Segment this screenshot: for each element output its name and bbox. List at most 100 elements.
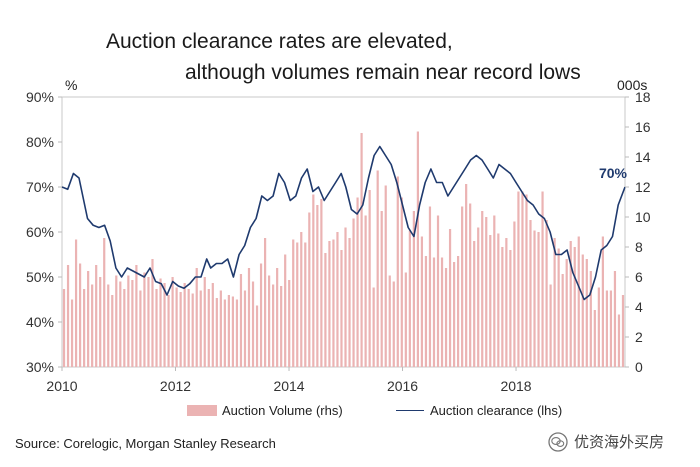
volume-bar [219,290,222,367]
volume-bar [231,296,235,367]
volume-bar [545,220,548,367]
volume-bar [87,271,90,367]
volume-bar [107,284,110,367]
volume-bar [352,218,355,367]
volume-bar [565,259,568,367]
volume-bar [549,284,552,367]
legend-item-volume: Auction Volume (rhs) [187,403,343,418]
volume-bar [215,298,218,367]
volume-bar [143,272,146,367]
watermark: 优资海外买房 [548,431,664,452]
volume-bar [187,289,190,367]
left-axis-unit: % [65,77,78,93]
right-tick-label: 18 [635,89,651,105]
volume-bar [195,268,198,367]
volume-bar [497,233,500,367]
volume-bar [617,314,621,367]
volume-bar [66,265,70,367]
volume-bar [227,295,230,367]
right-tick-label: 12 [635,179,651,195]
volume-bar [368,190,371,367]
volume-bar [139,290,142,367]
volume-bar [541,191,544,367]
clearance-line [61,145,626,301]
source-note: Source: Corelogic, Morgan Stanley Resear… [15,436,276,451]
volume-bar [533,230,536,367]
volume-bar [469,203,472,367]
volume-bar [400,197,403,367]
volume-bar [505,238,508,367]
x-tick-label: 2014 [273,378,304,394]
annotation-label: 70% [599,165,628,181]
right-tick-label: 4 [635,299,643,315]
wechat-icon [548,431,568,452]
left-tick-label: 60% [26,224,54,240]
volume-bars [62,131,625,367]
left-tick-label: 40% [26,314,54,330]
volume-bar [621,295,625,367]
left-tick-label: 50% [26,269,54,285]
plot-frame [61,96,626,368]
volume-bar [91,284,94,367]
volume-bar [392,281,395,367]
volume-bar [328,241,331,367]
right-tick-label: 6 [635,269,643,285]
volume-bar [444,268,448,367]
volume-bar [609,290,613,367]
volume-bar [581,254,584,367]
x-tick-label: 2018 [500,378,531,394]
volume-bar [457,256,460,367]
volume-bar [103,238,106,367]
volume-bar [597,287,600,367]
volume-bar [461,206,464,367]
volume-bar [123,289,126,367]
volume-bar [255,305,259,367]
volume-bar [167,295,170,367]
volume-bar [147,277,150,367]
volume-bar [223,299,226,367]
volume-bar [296,242,299,367]
volume-bar [593,310,596,367]
plot-border [61,96,626,368]
volume-bar [477,227,480,367]
volume-bar [62,289,66,367]
right-tick-label: 2 [635,329,643,345]
volume-bar [131,280,134,367]
volume-bar [396,176,399,367]
right-tick-label: 14 [635,149,651,165]
x-tick-label: 2010 [46,378,77,394]
volume-bar [151,259,154,367]
volume-bar [199,290,202,367]
volume-bar [432,257,436,367]
volume-bar [268,275,271,367]
right-tick-label: 0 [635,359,643,375]
volume-bar [573,247,576,367]
volume-bar [380,211,383,367]
volume-bar [183,283,186,367]
volume-bar [155,289,158,367]
right-tick-label: 10 [635,209,651,225]
volume-bar [416,131,419,367]
volume-bar [388,275,391,367]
volume-bar [239,274,243,367]
volume-bar [465,184,468,367]
volume-bar [348,238,351,367]
legend-volume-label: Auction Volume (rhs) [222,403,343,418]
volume-bar [300,232,303,367]
volume-bar [251,281,255,367]
volume-bar [613,271,617,367]
volume-bar [473,241,476,367]
volume-bar [207,289,210,367]
legend-item-clearance: Auction clearance (lhs) [396,403,562,418]
volume-bar [589,271,592,367]
volume-bar [509,250,512,367]
volume-bar [276,268,279,367]
volume-bar [99,277,102,367]
volume-bar [243,290,247,367]
volume-bar [577,236,580,367]
chart-title-line2: although volumes remain near record lows [185,61,581,84]
volume-bar [159,278,162,367]
legend-bar-swatch [187,405,217,416]
volume-bar [372,287,375,367]
volume-bar [304,242,307,367]
